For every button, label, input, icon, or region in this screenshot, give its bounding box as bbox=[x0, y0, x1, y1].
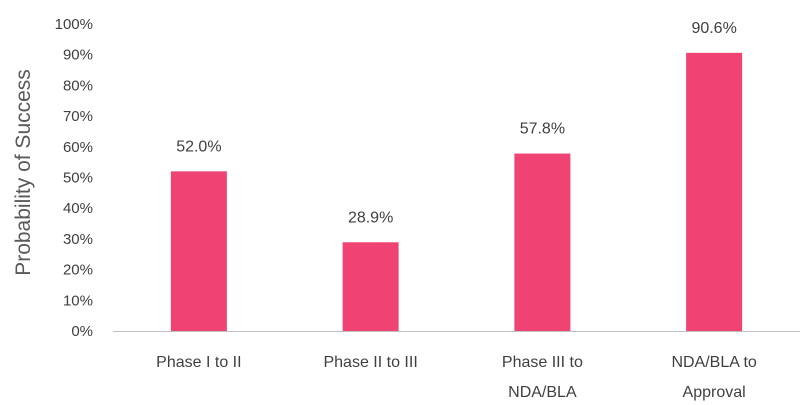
y-tick-label: 0% bbox=[71, 323, 93, 340]
y-tick-label: 80% bbox=[63, 77, 93, 94]
y-tick-label: 30% bbox=[63, 231, 93, 248]
y-tick-label: 90% bbox=[63, 47, 93, 64]
data-label: 52.0% bbox=[176, 138, 221, 155]
y-tick-label: 10% bbox=[63, 292, 93, 309]
y-tick-label: 40% bbox=[63, 200, 93, 217]
y-tick-label: 20% bbox=[63, 262, 93, 279]
x-category-label: Phase II to III bbox=[323, 354, 417, 371]
y-tick-label: 50% bbox=[63, 170, 93, 187]
y-axis-title: Probability of Success bbox=[12, 69, 35, 276]
x-category-label: NDA/BLA to Approval bbox=[671, 354, 756, 401]
data-label: 90.6% bbox=[691, 20, 736, 37]
bar bbox=[342, 242, 399, 331]
bar bbox=[686, 52, 743, 331]
bar bbox=[170, 171, 227, 331]
data-label: 28.9% bbox=[348, 209, 393, 226]
data-labels: 52.0% 28.9% 57.8% 90.6% bbox=[176, 20, 737, 226]
bar bbox=[514, 153, 571, 331]
y-tick-label: 100% bbox=[55, 16, 93, 33]
bars bbox=[170, 52, 743, 331]
x-category-label: Phase I to II bbox=[156, 354, 241, 371]
y-tick-label: 60% bbox=[63, 139, 93, 156]
y-tick-label: 70% bbox=[63, 108, 93, 125]
x-category-label: Phase III to NDA/BLA bbox=[502, 354, 583, 401]
x-axis-category-labels: Phase I to II Phase II to III Phase III to… bbox=[156, 354, 757, 401]
y-axis-ticks: 0% 10% 20% 30% 40% 50% 60% 70% 80% 90% 100% bbox=[55, 16, 93, 340]
data-label: 57.8% bbox=[520, 121, 565, 138]
